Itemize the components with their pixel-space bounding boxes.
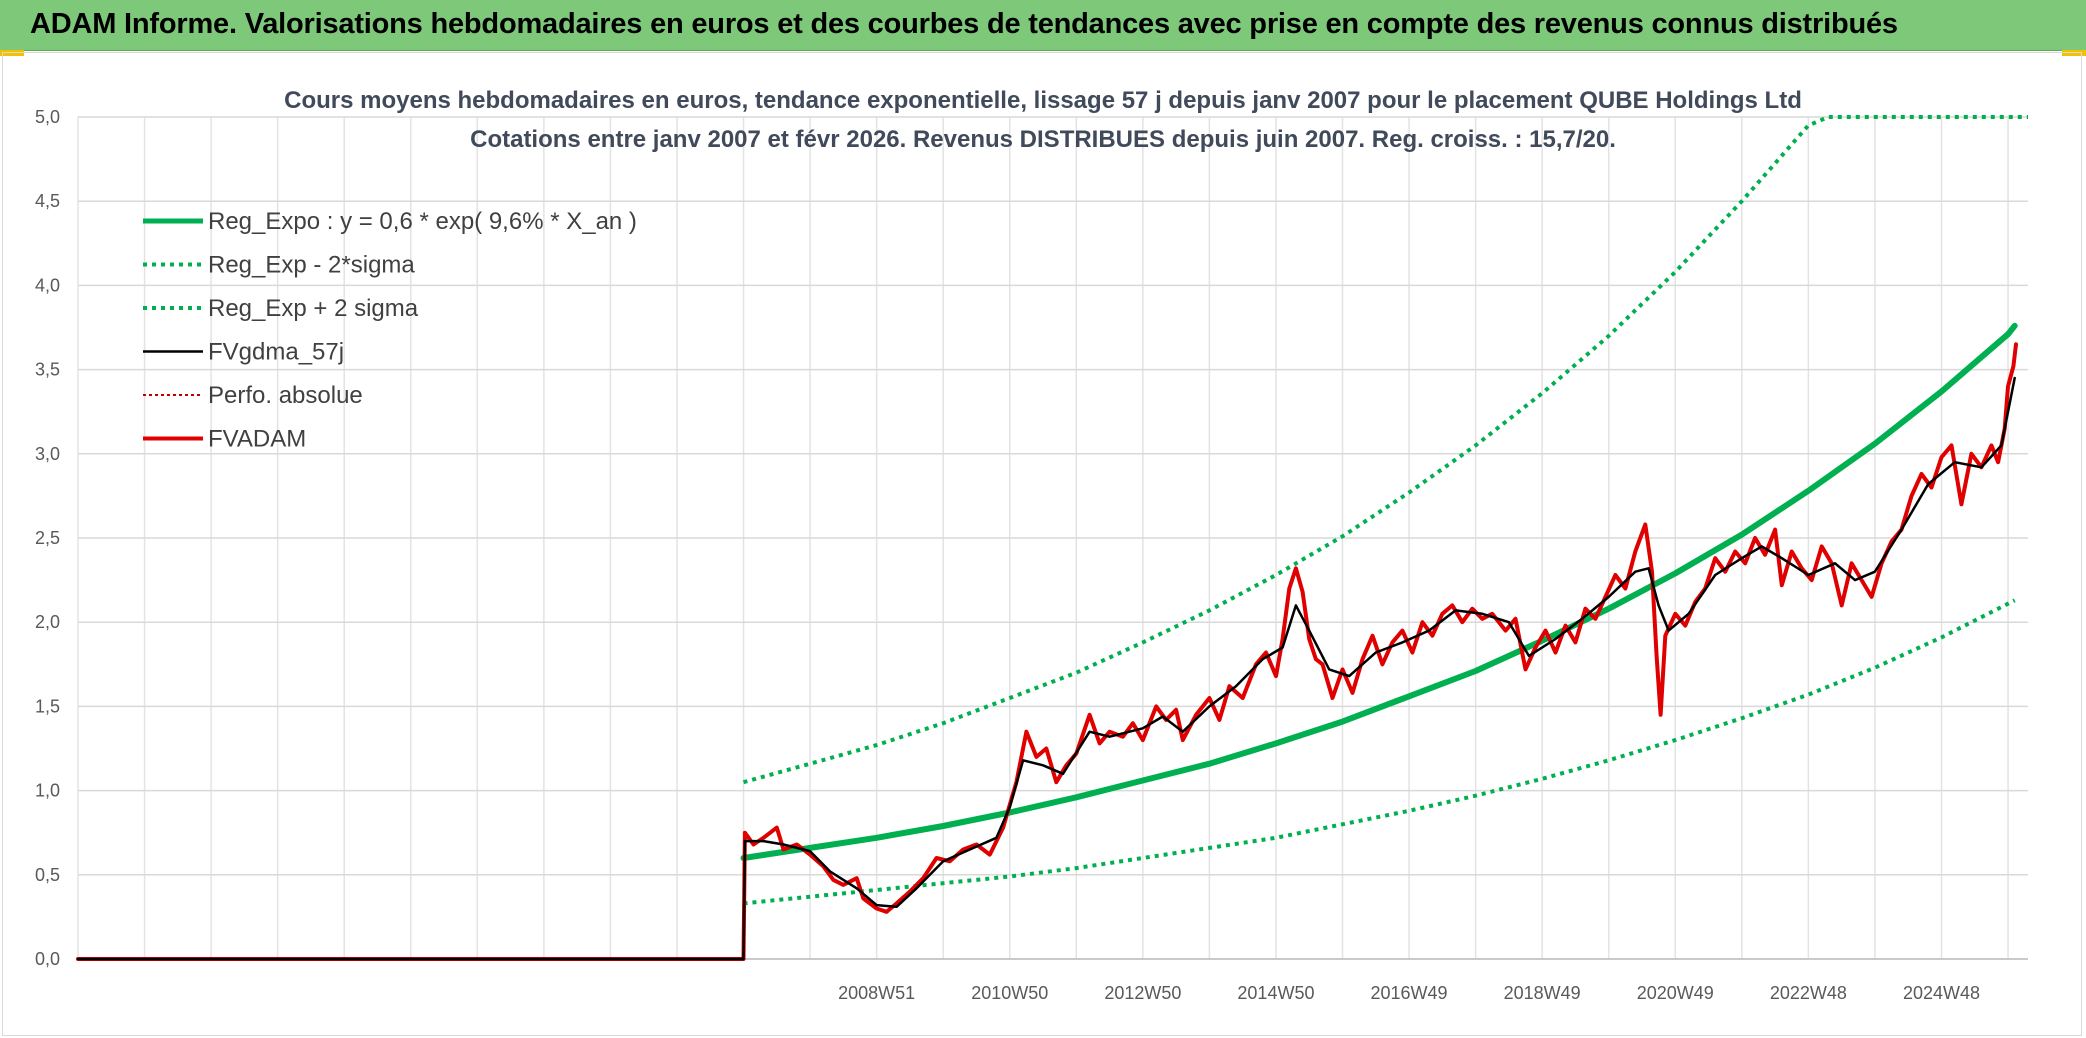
series-lines xyxy=(76,115,2028,961)
x-tick-label: 2022W48 xyxy=(1770,983,1847,1003)
banner-accent-left xyxy=(0,50,24,56)
report-title: ADAM Informe. Valorisations hebdomadaire… xyxy=(30,8,1898,40)
x-tick-label: 2020W49 xyxy=(1637,983,1714,1003)
y-tick-label: 2,0 xyxy=(35,612,60,632)
legend-label-5: FVADAM xyxy=(208,426,306,453)
y-tick-label: 3,0 xyxy=(35,444,60,464)
series-line-0 xyxy=(740,322,2018,861)
y-tick-label: 4,0 xyxy=(35,275,60,295)
legend-label-4: Perfo. absolue xyxy=(208,382,363,409)
series-line-3 xyxy=(76,376,2016,961)
report-banner: ADAM Informe. Valorisations hebdomadaire… xyxy=(0,0,2086,51)
x-tick-label: 2018W49 xyxy=(1504,983,1581,1003)
legend: Reg_Expo : y = 0,6 * exp( 9,6% * X_an ) R… xyxy=(143,208,637,453)
chart-titles: Cours moyens hebdomadaires en euros, ten… xyxy=(284,87,1802,153)
chart-frame xyxy=(2,52,2082,1036)
y-tick-label: 1,0 xyxy=(35,781,60,801)
legend-label-2: Reg_Exp + 2 sigma xyxy=(208,295,419,322)
y-tick-label: 2,5 xyxy=(35,528,60,548)
legend-label-1: Reg_Exp - 2*sigma xyxy=(208,252,415,279)
x-tick-labels: 2008W51 2010W50 2012W50 2014W50 2016W49 2018W… xyxy=(838,983,1980,1003)
banner-accent-right xyxy=(2062,50,2086,56)
y-tick-label: 1,5 xyxy=(35,696,60,716)
series-line-5 xyxy=(76,342,2018,961)
x-tick-label: 2010W50 xyxy=(971,983,1048,1003)
legend-label-0: Reg_Expo : y = 0,6 * exp( 9,6% * X_an ) xyxy=(208,208,637,235)
legend-label-3: FVgdma_57j xyxy=(208,339,344,366)
chart-title-line-2: Cotations entre janv 2007 et févr 2026. … xyxy=(470,126,1616,153)
y-tick-label: 0,5 xyxy=(35,865,60,885)
x-tick-label: 2016W49 xyxy=(1371,983,1448,1003)
series-line-2 xyxy=(742,115,2028,785)
x-tick-label: 2024W48 xyxy=(1903,983,1980,1003)
x-tick-label: 2012W50 xyxy=(1104,983,1181,1003)
chart-title-line-1: Cours moyens hebdomadaires en euros, ten… xyxy=(284,87,1802,114)
y-tick-label: 4,5 xyxy=(35,191,60,211)
grid-lines xyxy=(77,116,2028,960)
y-tick-labels: 0,0 0,5 1,0 1,5 2,0 2,5 3,0 3,5 4,0 4,5 5,0 xyxy=(35,107,60,969)
y-tick-label: 5,0 xyxy=(35,107,60,127)
y-tick-label: 3,5 xyxy=(35,360,60,380)
y-tick-label: 0,0 xyxy=(35,949,60,969)
x-tick-label: 2014W50 xyxy=(1237,983,1314,1003)
x-tick-label: 2008W51 xyxy=(838,983,915,1003)
